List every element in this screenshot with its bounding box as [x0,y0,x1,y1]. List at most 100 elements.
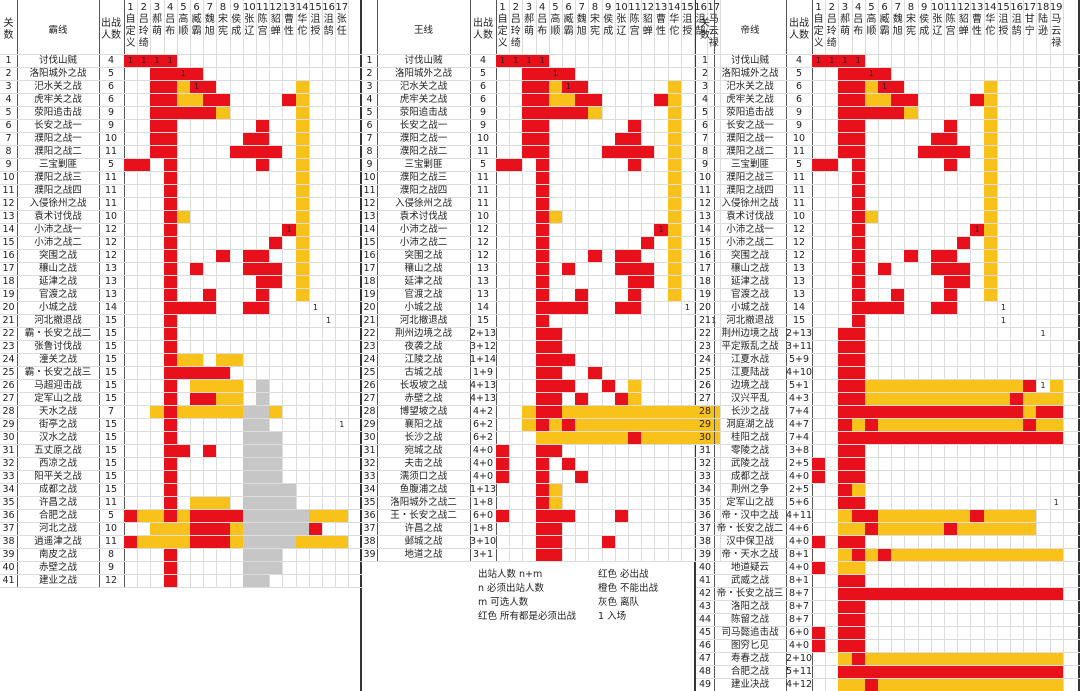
status-cell [851,133,865,145]
character-header: 10 张辽 [243,2,256,38]
status-cell [851,653,865,665]
status-cell [996,666,1010,678]
character-name-char: 授 [998,26,1009,37]
character-name-char: 沮 [323,14,334,25]
status-cell [983,432,997,444]
grid-vline [229,0,231,587]
status-cell [983,81,997,93]
status-cell [1036,419,1050,431]
character-name-char: 张 [932,14,943,25]
status-cell [535,198,549,210]
stage-name: 濮阳之战二 [726,146,774,157]
character-name-char: 蝉 [270,26,281,37]
stage-number: 26 [2,380,15,391]
status-cell [535,224,549,236]
status-cell [548,393,562,405]
deploy-count: 13 [792,276,806,287]
character-name-char: 义 [125,38,136,49]
stage-name: 边境之战 [730,380,769,391]
status-cell [269,263,283,275]
character-name-char: 鹄 [1011,26,1022,37]
status-cell [269,146,283,158]
status-cell [535,497,549,509]
stage-name: 濮阳之战一 [726,133,774,144]
grid-hline [0,366,362,367]
status-cell [917,432,931,444]
status-cell [957,380,971,392]
stage-name: 建业之战 [38,575,77,586]
status-cell [983,393,997,405]
header-char: 数 [3,30,14,41]
stage-name: 小沛之战一 [726,224,774,235]
grid-vline [891,0,893,691]
status-cell [641,406,655,418]
status-cell [838,445,852,457]
status-cell [878,588,892,600]
legend-line: m 可选人数 [478,597,529,608]
deploy-count: 4+6 [788,523,810,534]
status-cell [680,419,694,431]
stage-number: 10 [2,172,15,183]
status-cell [176,445,190,457]
status-cell [190,107,204,119]
character-name-char: 貂 [642,14,653,25]
deploy-count: 4+2 [472,406,494,417]
grid-hline [0,327,362,328]
grid-vline [983,0,985,691]
entry-mark: 1 [816,56,822,65]
status-cell [838,55,852,67]
deploy-count: 9 [107,107,115,118]
status-cell [944,120,958,132]
status-cell [496,159,510,171]
deploy-count: 6+0 [472,510,494,521]
status-cell [295,523,309,535]
deploy-count: 15 [104,393,118,404]
status-cell [983,107,997,119]
status-cell [295,172,309,184]
character-number: 11 [944,2,957,13]
stage-number: 20 [698,302,712,313]
status-cell [917,679,931,691]
grid-hline [362,301,696,302]
deploy-count: 13 [104,263,118,274]
grid-vline [137,0,139,587]
grid-vline [930,0,932,691]
status-cell [124,536,138,548]
character-number: 17 [335,2,349,13]
character-name-char: 顺 [550,26,561,37]
deploy-count: 12 [104,224,118,235]
character-number: 10 [615,2,628,13]
status-cell [229,354,243,366]
stage-number: 5 [701,107,709,118]
character-name-char: 辽 [932,26,943,37]
stage-number: 3 [5,81,12,92]
grid-hline [696,93,1080,94]
status-cell [628,302,642,314]
status-cell [242,484,256,496]
status-cell [812,55,826,67]
entry-mark: 1 [167,56,173,65]
deploy-count: 5 [107,159,115,170]
deploy-count: 6+0 [788,627,810,638]
status-cell [838,653,852,665]
deploy-count: 9 [479,120,487,131]
character-name-char: 旭 [204,26,215,37]
status-cell [983,419,997,431]
grid-hline [362,197,696,198]
status-cell [864,666,878,678]
status-cell [242,146,256,158]
character-number: 19 [1049,2,1063,13]
status-cell [295,250,309,262]
status-cell [548,445,562,457]
status-cell [614,263,628,275]
character-name-char: 绮 [826,38,837,49]
status-cell [812,536,826,548]
status-cell [1049,588,1063,600]
grid-hline [362,470,696,471]
stage-name: 荆州边境之战 [721,328,779,339]
status-cell [970,588,984,600]
deploy-count: 12 [476,224,490,235]
deploy-count: 2+13 [470,328,496,339]
status-cell [203,107,217,119]
